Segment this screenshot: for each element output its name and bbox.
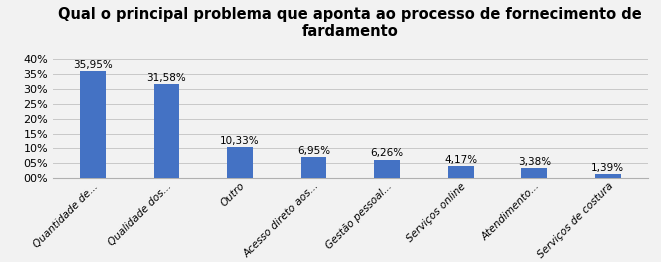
Text: 6,95%: 6,95% (297, 146, 330, 156)
Bar (522, 168, 547, 178)
Title: Qual o principal problema que aponta ao processo de fornecimento de
fardamento: Qual o principal problema que aponta ao … (58, 7, 642, 39)
Text: 31,58%: 31,58% (147, 73, 186, 83)
Bar (447, 166, 473, 178)
Bar (80, 71, 106, 178)
Bar (595, 174, 621, 178)
Text: 1,39%: 1,39% (592, 163, 625, 173)
Text: 4,17%: 4,17% (444, 155, 477, 165)
Bar (301, 157, 327, 178)
Text: 10,33%: 10,33% (220, 136, 260, 146)
Text: 6,26%: 6,26% (371, 148, 404, 158)
Text: 3,38%: 3,38% (518, 157, 551, 167)
Bar (227, 148, 253, 178)
Bar (153, 84, 179, 178)
Bar (374, 160, 400, 178)
Text: 35,95%: 35,95% (73, 60, 112, 70)
